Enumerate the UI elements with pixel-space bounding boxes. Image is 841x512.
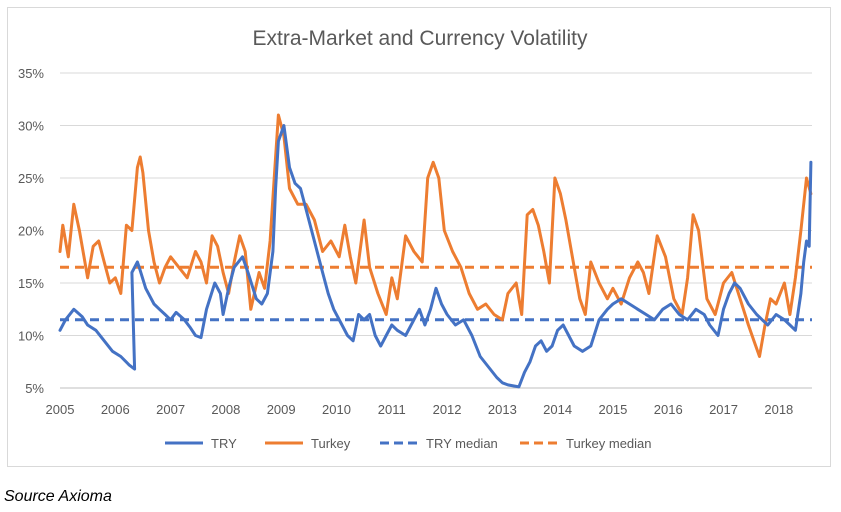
y-tick-label: 5% — [25, 381, 44, 396]
legend-label: Turkey median — [566, 436, 652, 451]
y-tick-label: 20% — [18, 224, 44, 239]
x-tick-label: 2012 — [433, 402, 462, 417]
legend: TRY Turkey TRY median Turkey median — [165, 436, 652, 451]
source-note: Source Axioma — [4, 488, 112, 505]
y-tick-label: 35% — [18, 66, 44, 81]
gridlines — [60, 72, 812, 389]
x-tick-label: 2015 — [598, 402, 627, 417]
y-tick-label: 10% — [18, 329, 44, 344]
x-tick-label: 2010 — [322, 402, 351, 417]
y-tick-label: 25% — [18, 171, 44, 186]
x-tick-label: 2017 — [709, 402, 738, 417]
x-tick-label: 2005 — [46, 402, 75, 417]
x-tick-label: 2006 — [101, 402, 130, 417]
line-chart: Extra-Market and Currency Volatility 5% 1… — [18, 27, 813, 451]
chart-title: Extra-Market and Currency Volatility — [253, 27, 588, 50]
y-axis-tick-labels: 5% 10% 15% 20% 25% 30% 35% — [18, 66, 44, 396]
y-tick-label: 15% — [18, 276, 44, 291]
legend-label: TRY — [211, 436, 237, 451]
x-tick-label: 2008 — [211, 402, 240, 417]
x-tick-label: 2007 — [156, 402, 185, 417]
series-line-turkey — [58, 113, 813, 358]
chart-area — [7, 7, 831, 467]
x-tick-label: 2016 — [654, 402, 683, 417]
x-tick-label: 2011 — [378, 402, 406, 417]
series-line-try — [58, 124, 813, 389]
x-tick-label: 2014 — [543, 402, 572, 417]
legend-label: Turkey — [311, 436, 351, 451]
x-tick-label: 2009 — [267, 402, 296, 417]
x-axis-tick-labels: 2005 2006 2007 2008 2009 2010 2011 2012 2013 2014… — [46, 402, 794, 417]
legend-label: TRY median — [426, 436, 498, 451]
y-tick-label: 30% — [18, 119, 44, 134]
series-lines — [58, 113, 813, 389]
x-tick-label: 2018 — [764, 402, 793, 417]
x-tick-label: 2013 — [488, 402, 517, 417]
